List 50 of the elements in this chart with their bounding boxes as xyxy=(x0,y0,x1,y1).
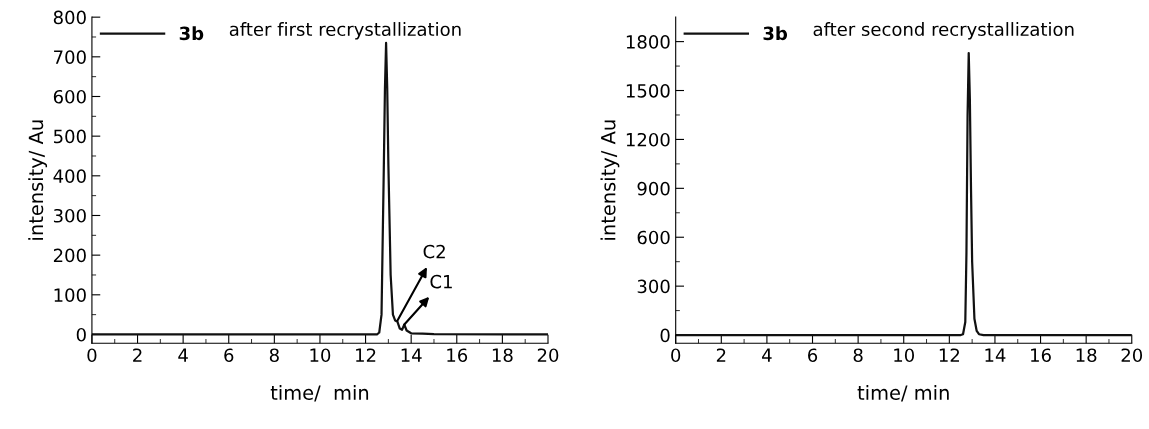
x-tick-label: 16 xyxy=(447,348,468,363)
y-tick-label: 1500 xyxy=(626,83,670,98)
y-axis-title: intensity/ Au xyxy=(28,120,48,240)
x-tick-label: 8 xyxy=(853,348,863,363)
x-tick-label: 6 xyxy=(224,348,234,363)
x-tick-label: 14 xyxy=(401,348,422,362)
x-tick-label: 0 xyxy=(671,348,681,363)
x-tick-label: 8 xyxy=(269,348,279,363)
x-axis-title: time/ min xyxy=(857,384,949,402)
x-tick-label: 4 xyxy=(178,348,188,362)
y-tick-label: 700 xyxy=(54,50,86,64)
x-tick-label: 12 xyxy=(939,348,960,362)
y-axis-title: intensity/ Au xyxy=(600,120,620,240)
y-tick-label: 0 xyxy=(76,327,86,342)
annotation: C1 xyxy=(430,274,452,289)
legend-label: 3b xyxy=(763,26,788,41)
y-tick-label: 100 xyxy=(54,288,86,302)
x-tick-label: 18 xyxy=(1076,348,1097,363)
y-tick-label: 300 xyxy=(637,279,670,294)
x-axis-title: time/ min xyxy=(270,384,369,402)
y-tick-label: 500 xyxy=(53,129,86,144)
x-tick-label: 4 xyxy=(762,348,772,362)
y-tick-label: 600 xyxy=(53,89,86,104)
x-tick-label: 6 xyxy=(808,348,818,363)
legend-label: 3b xyxy=(179,26,204,41)
y-tick-label: 0 xyxy=(660,328,670,343)
x-tick-label: 10 xyxy=(310,348,331,363)
line-series xyxy=(675,51,1132,337)
y-tick-label: 1800 xyxy=(626,35,670,49)
annotation: C2 xyxy=(423,244,445,259)
y-tick-label: 1200 xyxy=(626,132,670,147)
x-tick-label: 18 xyxy=(492,348,513,363)
x-tick-label: 14 xyxy=(985,348,1006,362)
line-series xyxy=(91,41,548,336)
y-tick-label: 400 xyxy=(53,169,86,183)
annotation: after second recrystallization xyxy=(813,22,1074,40)
y-tick-label: 900 xyxy=(637,181,670,196)
x-tick-label: 20 xyxy=(537,348,559,363)
y-tick-label: 300 xyxy=(53,208,86,223)
x-tick-label: 2 xyxy=(716,348,726,362)
y-tick-label: 600 xyxy=(637,230,670,245)
y-tick-label: 200 xyxy=(53,248,86,263)
y-tick-label: 800 xyxy=(53,10,86,25)
x-tick-label: 10 xyxy=(894,348,915,363)
x-tick-label: 20 xyxy=(1121,348,1143,363)
x-tick-label: 12 xyxy=(356,348,376,362)
x-tick-label: 0 xyxy=(87,348,97,363)
x-tick-label: 16 xyxy=(1031,348,1051,363)
x-tick-label: 2 xyxy=(133,348,142,362)
annotation: after first recrystallization xyxy=(229,22,461,40)
